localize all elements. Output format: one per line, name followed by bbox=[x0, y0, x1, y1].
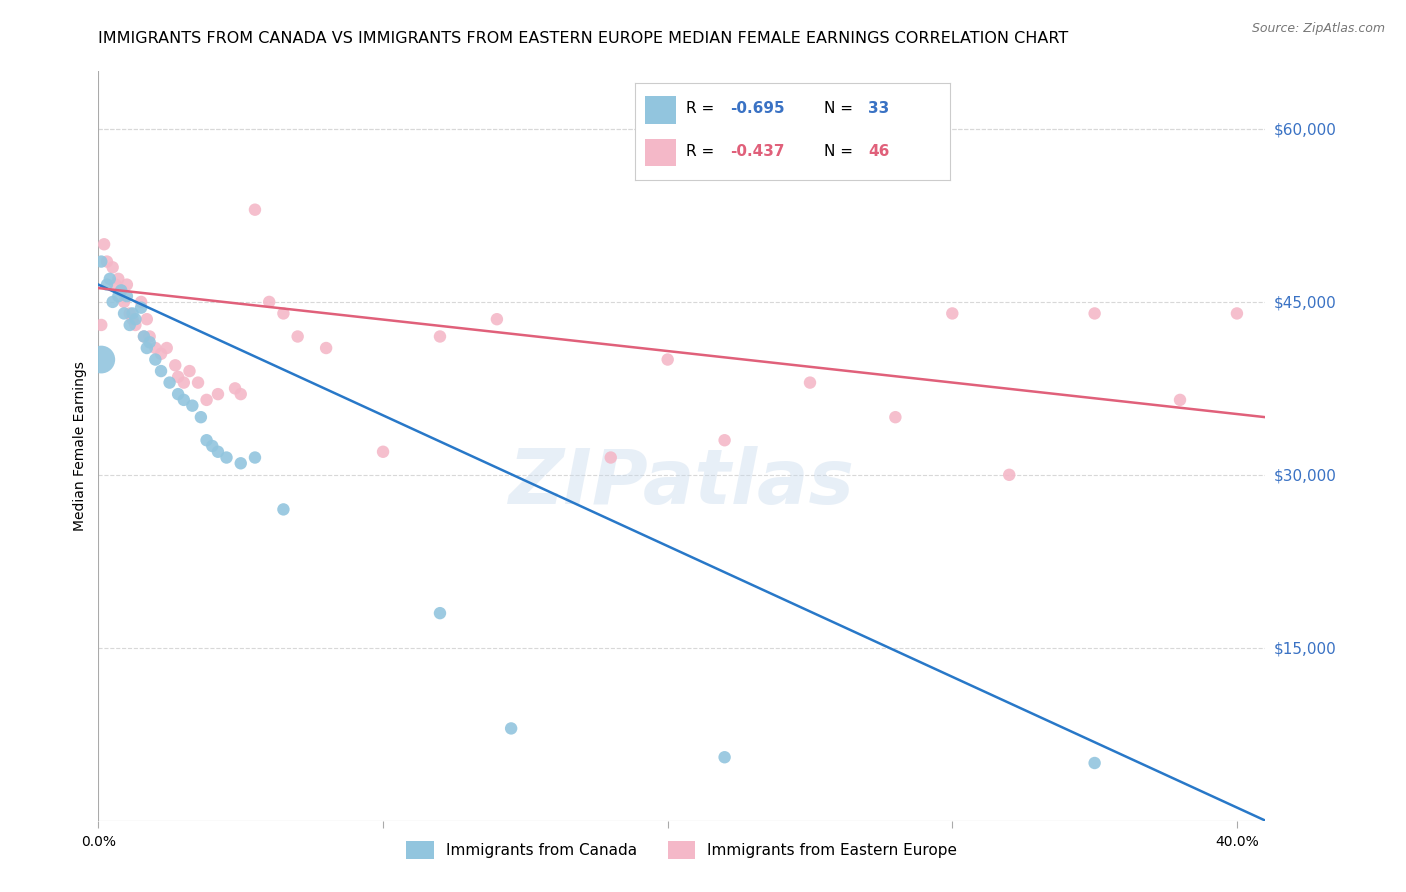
Point bbox=[713, 750, 735, 764]
Point bbox=[96, 277, 118, 292]
Point bbox=[799, 376, 821, 390]
Point bbox=[429, 606, 451, 620]
Point bbox=[132, 329, 155, 343]
Point bbox=[229, 456, 252, 470]
Point bbox=[124, 312, 146, 326]
Point bbox=[173, 392, 195, 407]
Point bbox=[90, 318, 112, 332]
Point bbox=[187, 376, 209, 390]
Point bbox=[207, 444, 229, 458]
Point bbox=[998, 467, 1021, 482]
Point bbox=[150, 347, 173, 361]
Point bbox=[243, 450, 266, 465]
Point bbox=[143, 341, 166, 355]
Point bbox=[110, 284, 132, 298]
Point bbox=[941, 306, 963, 320]
Point bbox=[273, 502, 295, 516]
Point bbox=[143, 352, 166, 367]
Point bbox=[229, 387, 252, 401]
Point bbox=[96, 254, 118, 268]
Point bbox=[167, 369, 190, 384]
Text: IMMIGRANTS FROM CANADA VS IMMIGRANTS FROM EASTERN EUROPE MEDIAN FEMALE EARNINGS : IMMIGRANTS FROM CANADA VS IMMIGRANTS FRO… bbox=[98, 31, 1069, 46]
Point bbox=[195, 434, 218, 448]
Point bbox=[179, 364, 201, 378]
Point bbox=[110, 284, 132, 298]
Point bbox=[165, 359, 187, 373]
Point bbox=[599, 450, 621, 465]
Point bbox=[90, 254, 112, 268]
Point bbox=[273, 306, 295, 320]
Point bbox=[104, 277, 127, 292]
Point bbox=[101, 294, 124, 309]
Point bbox=[224, 381, 246, 395]
Point bbox=[713, 434, 735, 448]
Point bbox=[287, 329, 309, 343]
Point bbox=[101, 260, 124, 275]
Point bbox=[90, 352, 112, 367]
Point bbox=[315, 341, 337, 355]
Point bbox=[1084, 306, 1107, 320]
Point bbox=[115, 277, 138, 292]
Point bbox=[1168, 392, 1191, 407]
Point bbox=[93, 237, 115, 252]
Point bbox=[112, 306, 135, 320]
Point bbox=[135, 341, 157, 355]
Point bbox=[121, 306, 143, 320]
Point bbox=[124, 318, 146, 332]
Point bbox=[138, 335, 160, 350]
Point bbox=[118, 306, 141, 320]
Point bbox=[215, 450, 238, 465]
Point bbox=[173, 376, 195, 390]
Point bbox=[118, 318, 141, 332]
Point bbox=[371, 444, 394, 458]
Text: Source: ZipAtlas.com: Source: ZipAtlas.com bbox=[1251, 22, 1385, 36]
Y-axis label: Median Female Earnings: Median Female Earnings bbox=[73, 361, 87, 531]
Point bbox=[167, 387, 190, 401]
Point bbox=[115, 289, 138, 303]
Point bbox=[657, 352, 679, 367]
Point bbox=[159, 376, 181, 390]
Point bbox=[485, 312, 508, 326]
Text: ZIPatlas: ZIPatlas bbox=[509, 447, 855, 520]
Point bbox=[257, 294, 280, 309]
Point bbox=[181, 399, 204, 413]
Point bbox=[129, 294, 152, 309]
Point bbox=[98, 272, 121, 286]
Point bbox=[132, 329, 155, 343]
Point bbox=[135, 312, 157, 326]
Point bbox=[112, 294, 135, 309]
Point bbox=[121, 312, 143, 326]
Point bbox=[156, 341, 179, 355]
Point bbox=[1226, 306, 1249, 320]
Point bbox=[884, 410, 907, 425]
Point bbox=[429, 329, 451, 343]
Point bbox=[138, 329, 160, 343]
Point bbox=[195, 392, 218, 407]
Point bbox=[201, 439, 224, 453]
Point bbox=[150, 364, 173, 378]
Legend: Immigrants from Canada, Immigrants from Eastern Europe: Immigrants from Canada, Immigrants from … bbox=[401, 835, 963, 865]
Point bbox=[107, 289, 129, 303]
Point bbox=[190, 410, 212, 425]
Point bbox=[501, 722, 523, 736]
Point bbox=[129, 301, 152, 315]
Point bbox=[1084, 756, 1107, 770]
Point bbox=[207, 387, 229, 401]
Point bbox=[243, 202, 266, 217]
Point bbox=[107, 272, 129, 286]
